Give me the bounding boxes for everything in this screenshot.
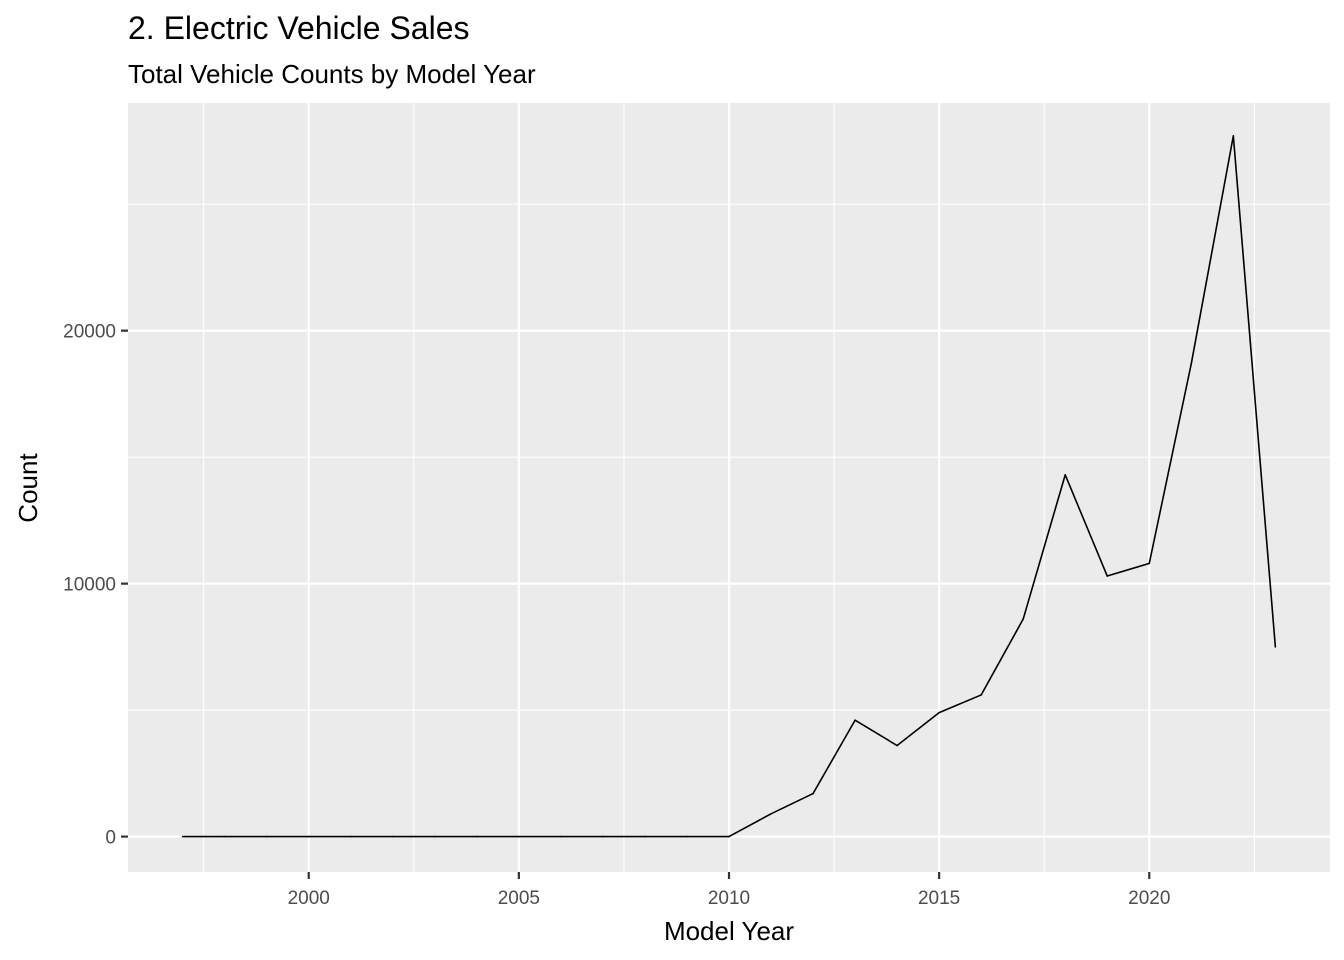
y-tick-label: 20000: [63, 322, 116, 343]
data-points: [181, 135, 1277, 838]
x-axis-ticks: 2000 2005 2010 2015 2020: [288, 872, 1170, 909]
data-point: [812, 792, 814, 795]
data-point: [265, 835, 268, 838]
y-axis-ticks: 0 10000 20000: [63, 322, 128, 849]
x-tick-label: 2005: [498, 888, 540, 909]
major-gridlines: [128, 103, 1330, 872]
data-point: [728, 835, 730, 838]
data-point: [349, 835, 352, 838]
data-point: [223, 835, 226, 838]
data-point: [391, 835, 394, 838]
data-point: [644, 835, 646, 838]
data-point: [602, 835, 604, 838]
data-point: [476, 835, 478, 838]
x-tick-label: 2000: [288, 888, 330, 909]
data-point: [434, 835, 436, 838]
data-point: [560, 835, 562, 838]
chart-subtitle: Total Vehicle Counts by Model Year: [128, 59, 536, 89]
y-axis-title: Count: [13, 453, 43, 523]
data-point: [686, 835, 688, 838]
data-point: [854, 719, 856, 722]
data-point: [980, 694, 982, 696]
chart-title: 2. Electric Vehicle Sales: [128, 10, 470, 46]
data-point: [1064, 474, 1067, 476]
data-point: [1106, 575, 1109, 577]
data-point: [1022, 618, 1024, 620]
data-point: [1274, 646, 1277, 648]
data-point: [938, 711, 940, 714]
data-point: [1232, 135, 1235, 137]
data-point: [1190, 362, 1193, 365]
data-point: [518, 835, 520, 838]
data-point: [307, 835, 310, 838]
data-point: [181, 835, 184, 838]
y-tick-label: 0: [105, 828, 116, 849]
data-point: [1148, 562, 1151, 565]
data-point: [896, 744, 898, 747]
data-point: [770, 813, 772, 815]
x-tick-label: 2020: [1128, 888, 1170, 909]
x-tick-label: 2010: [708, 888, 750, 909]
x-tick-label: 2015: [918, 888, 960, 909]
y-tick-label: 10000: [63, 575, 116, 596]
x-axis-title: Model Year: [664, 916, 794, 946]
